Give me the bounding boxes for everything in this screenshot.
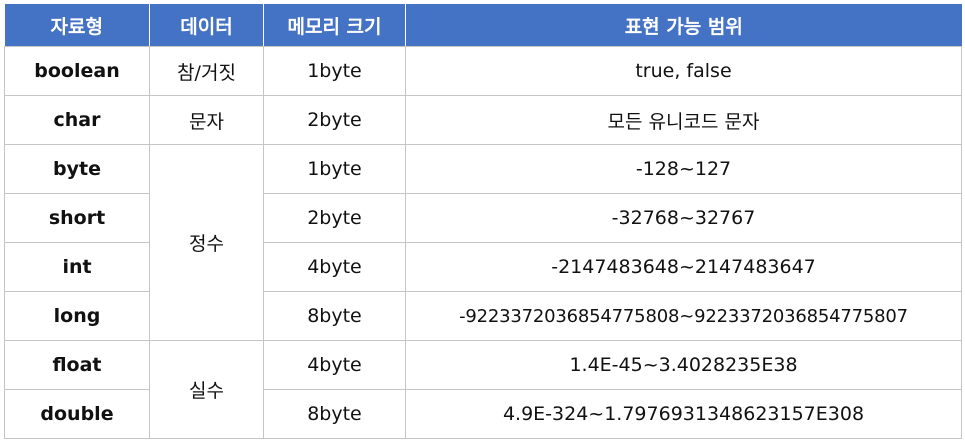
size-cell: 1byte [263,46,406,96]
table-row: double 8byte 4.9E-324~1.7976931348623157… [4,389,962,439]
data-cell-merged: 실수 [149,340,264,439]
header-range: 표현 가능 범위 [405,4,962,47]
table-row: byte 정수 1byte -128~127 [4,144,962,341]
type-cell: double [4,389,150,439]
type-cell: char [4,95,150,145]
table-row: int 4byte -2147483648~2147483647 [4,242,962,292]
table-row: float 실수 4byte 1.4E-45~3.4028235E38 [4,340,962,439]
range-cell: 모든 유니코드 문자 [405,95,962,145]
header-data: 데이터 [149,4,264,47]
table-row: short 2byte -32768~32767 [4,193,962,243]
type-cell: float [4,340,150,390]
type-cell: byte [4,144,150,194]
data-cell: 참/거짓 [149,46,264,96]
table-row: long 8byte -9223372036854775808~92233720… [4,291,962,341]
data-cell-merged: 정수 [149,144,264,341]
size-cell: 4byte [263,242,406,292]
size-cell: 8byte [263,291,406,341]
range-cell: -32768~32767 [405,193,962,243]
size-cell: 2byte [263,193,406,243]
header-row: 자료형 데이터 메모리 크기 표현 가능 범위 [4,4,962,47]
size-cell: 2byte [263,95,406,145]
data-cell: 문자 [149,95,264,145]
range-cell: 1.4E-45~3.4028235E38 [405,340,962,390]
header-type: 자료형 [4,4,150,47]
range-cell: -128~127 [405,144,962,194]
type-cell: long [4,291,150,341]
table-row: boolean 참/거짓 1byte true, false [4,46,962,96]
data-type-table: 자료형 데이터 메모리 크기 표현 가능 범위 boolean 참/거짓 1by… [4,4,962,439]
range-cell: true, false [405,46,962,96]
size-cell: 4byte [263,340,406,390]
header-memory-size: 메모리 크기 [263,4,406,47]
range-cell: 4.9E-324~1.7976931348623157E308 [405,389,962,439]
size-cell: 1byte [263,144,406,194]
type-cell: boolean [4,46,150,96]
size-cell: 8byte [263,389,406,439]
type-cell: int [4,242,150,292]
range-cell: -2147483648~2147483647 [405,242,962,292]
type-cell: short [4,193,150,243]
range-cell: -9223372036854775808~9223372036854775807 [405,291,962,341]
table-row: char 문자 2byte 모든 유니코드 문자 [4,95,962,145]
